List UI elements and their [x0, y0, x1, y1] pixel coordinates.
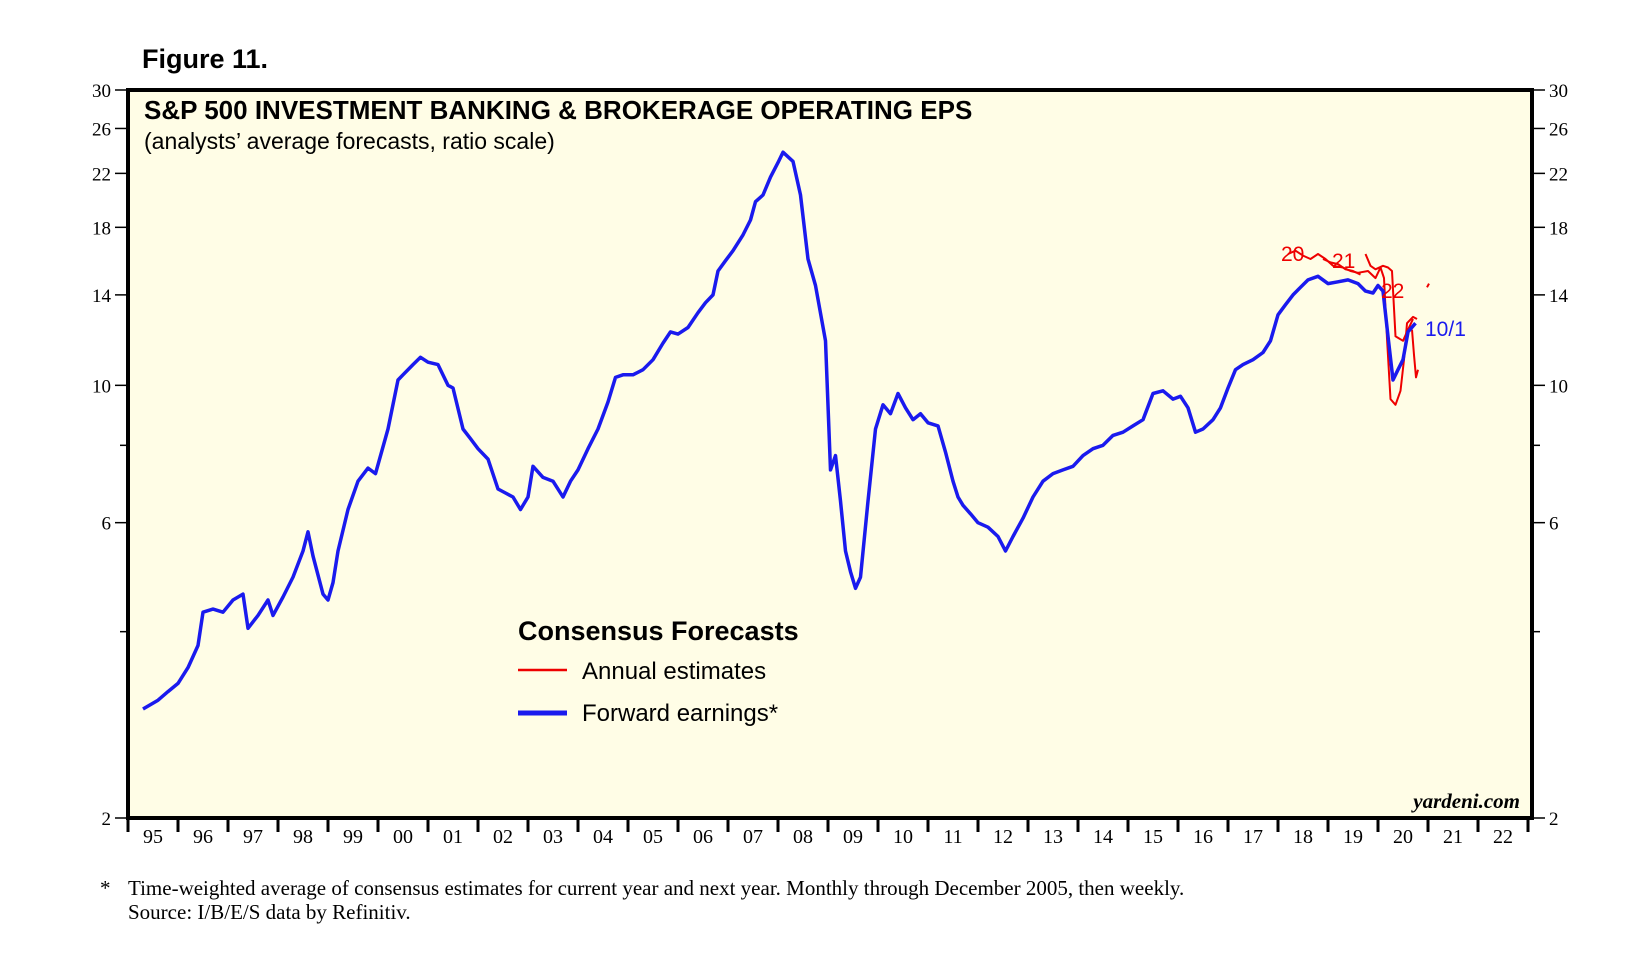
y-tick-label-right: 10 — [1549, 376, 1568, 397]
legend-entry-annual: Annual estimates — [582, 658, 766, 685]
y-tick-label-left: 22 — [92, 164, 111, 185]
annotation-2021: 21 — [1332, 250, 1355, 273]
y-tick-label-left: 18 — [92, 218, 111, 239]
x-tick-label: 98 — [293, 826, 313, 848]
x-tick-label: 06 — [693, 826, 713, 848]
x-tick-label: 02 — [493, 826, 513, 848]
watermark: yardeni.com — [1410, 789, 1520, 813]
x-tick-label: 15 — [1143, 826, 1163, 848]
y-tick-label-right: 2 — [1549, 809, 1559, 830]
chart-title: S&P 500 INVESTMENT BANKING & BROKERAGE O… — [144, 95, 972, 125]
x-tick-label: 17 — [1243, 826, 1263, 848]
annual-estimates-line — [1287, 249, 1418, 406]
x-tick-label: 20 — [1393, 826, 1413, 848]
forward-earnings-line — [142, 150, 1417, 711]
series-layer — [142, 150, 1430, 711]
x-axis: 95 96 97 98 99 00 01 02 03 04 05 06 07 08 09 10 11 12 13 14… — [126, 818, 1530, 848]
annotation-2022: 22 — [1381, 280, 1404, 303]
x-tick-label: 00 — [393, 826, 413, 848]
x-tick-label: 22 — [1493, 826, 1513, 848]
x-tick-label: 11 — [943, 826, 962, 848]
y-tick-label-right: 14 — [1549, 286, 1569, 307]
y-tick-label-left: 14 — [92, 286, 112, 307]
x-tick-label: 09 — [843, 826, 863, 848]
y-tick-label-left: 30 — [92, 81, 111, 102]
x-tick-label: 95 — [143, 826, 163, 848]
legend: Consensus Forecasts Annual estimates For… — [518, 616, 799, 727]
y-tick-label-right: 26 — [1549, 119, 1568, 140]
y-tick-label-left: 6 — [102, 514, 112, 535]
footnote-line-2: Source: I/B/E/S data by Refinitiv. — [100, 900, 1184, 924]
annual-estimates-line — [1364, 253, 1414, 342]
plot-frame — [126, 88, 1534, 820]
x-tick-label: 97 — [243, 826, 263, 848]
y-tick-label-left: 10 — [92, 376, 111, 397]
y-tick-label-right: 6 — [1549, 514, 1559, 535]
x-tick-label: 05 — [643, 826, 663, 848]
footnote-text: Time-weighted average of consensus estim… — [128, 876, 1185, 900]
x-tick-label: 01 — [443, 826, 463, 848]
x-tick-label: 99 — [343, 826, 363, 848]
x-tick-label: 16 — [1193, 826, 1213, 848]
annual-estimates-line — [1411, 329, 1419, 379]
footnote-marker: * — [100, 876, 111, 900]
annotation-2020: 20 — [1281, 243, 1304, 266]
x-tick-label: 12 — [993, 826, 1013, 848]
x-tick-label: 04 — [593, 826, 613, 848]
x-tick-label: 18 — [1293, 826, 1313, 848]
annual-estimates-line — [1322, 258, 1361, 276]
x-tick-label: 21 — [1443, 826, 1463, 848]
annual-estimates-line — [1426, 283, 1430, 288]
x-tick-label: 19 — [1343, 826, 1363, 848]
x-tick-label: 13 — [1043, 826, 1063, 848]
x-tick-label: 07 — [743, 826, 763, 848]
y-tick-label-right: 22 — [1549, 164, 1568, 185]
chart-subtitle: (analysts’ average forecasts, ratio scal… — [144, 128, 555, 154]
footnote: * Time-weighted average of consensus esti… — [100, 876, 1184, 924]
footnote-source: Source: I/B/E/S data by Refinitiv. — [128, 900, 411, 924]
x-tick-label: 03 — [543, 826, 563, 848]
y-tick-label-right: 30 — [1549, 81, 1568, 102]
x-tick-label: 08 — [793, 826, 813, 848]
x-tick-label: 96 — [193, 826, 213, 848]
y-tick-label-right: 18 — [1549, 218, 1568, 239]
y-tick-label-left: 26 — [92, 119, 111, 140]
footnote-line-1: * Time-weighted average of consensus esti… — [100, 876, 1184, 900]
x-tick-label: 10 — [893, 826, 913, 848]
annotation-latest-date: 10/1 — [1425, 318, 1466, 341]
legend-entry-forward: Forward earnings* — [582, 700, 778, 727]
y-tick-label-left: 2 — [102, 809, 112, 830]
legend-title: Consensus Forecasts — [518, 616, 799, 646]
x-tick-label: 14 — [1093, 826, 1113, 848]
figure-label: Figure 11. — [142, 44, 269, 74]
